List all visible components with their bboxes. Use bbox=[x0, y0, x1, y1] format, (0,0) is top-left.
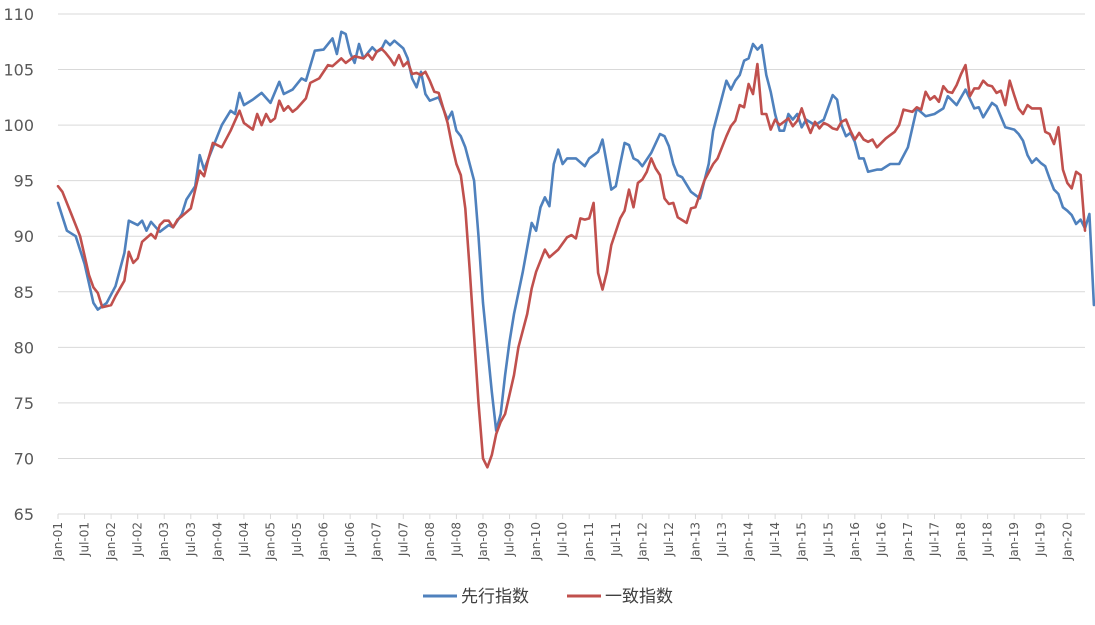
x-tick-label: Jan-02 bbox=[104, 522, 118, 561]
x-tick-label: Jul-14 bbox=[768, 522, 782, 557]
x-tick-label: Jul-12 bbox=[662, 522, 676, 557]
x-tick-label: Jan-03 bbox=[157, 522, 171, 561]
x-tick-label: Jul-01 bbox=[78, 522, 92, 557]
x-tick-label: Jul-11 bbox=[609, 522, 623, 557]
x-tick-label: Jul-02 bbox=[131, 522, 145, 557]
y-tick-label: 70 bbox=[14, 449, 34, 468]
y-tick-label: 75 bbox=[14, 394, 34, 413]
x-tick-label: Jul-05 bbox=[290, 522, 304, 557]
x-tick-label: Jul-18 bbox=[981, 522, 995, 557]
x-tick-label: Jan-10 bbox=[529, 522, 543, 561]
x-tick-label: Jan-11 bbox=[582, 522, 596, 561]
x-tick-label: Jan-07 bbox=[370, 522, 384, 561]
y-tick-label: 95 bbox=[14, 172, 34, 191]
y-tick-label: 65 bbox=[14, 505, 34, 524]
y-tick-label: 105 bbox=[3, 61, 34, 80]
x-tick-label: Jan-06 bbox=[317, 522, 331, 561]
x-tick-label: Jan-16 bbox=[848, 522, 862, 561]
x-tick-label: Jul-19 bbox=[1034, 522, 1048, 557]
x-tick-label: Jan-08 bbox=[423, 522, 437, 561]
x-tick-label: Jul-03 bbox=[184, 522, 198, 557]
x-tick-label: Jul-10 bbox=[556, 522, 570, 557]
x-tick-label: Jan-17 bbox=[901, 522, 915, 561]
gridlines bbox=[58, 13, 1085, 515]
x-tick-label: Jul-13 bbox=[715, 522, 729, 557]
x-tick-label: Jul-06 bbox=[343, 522, 357, 557]
x-tick-label: Jul-08 bbox=[449, 522, 463, 557]
x-tick-label: Jul-04 bbox=[237, 522, 251, 557]
x-tick-label: Jan-09 bbox=[476, 522, 490, 561]
x-tick-label: Jan-04 bbox=[210, 522, 224, 561]
x-tick-label: Jan-15 bbox=[795, 522, 809, 561]
x-tick-label: Jan-13 bbox=[688, 522, 702, 561]
x-axis: Jan-01 Jul-01 Jan-02 Jul-02 Jan-03 Jul-03 Jan-… bbox=[51, 514, 1074, 561]
x-tick-label: Jan-12 bbox=[635, 522, 649, 561]
legend-label: 先行指数 bbox=[461, 587, 529, 607]
series-line-coincident-index bbox=[56, 47, 1087, 469]
x-tick-label: Jan-14 bbox=[742, 522, 756, 561]
x-tick-label: Jul-16 bbox=[874, 522, 888, 557]
series-lines bbox=[56, 30, 1095, 469]
y-tick-label: 100 bbox=[3, 116, 34, 135]
series-line-leading-index bbox=[56, 30, 1095, 432]
y-axis: 65 70 75 80 85 90 95 100 105 110 bbox=[3, 5, 34, 524]
x-tick-label: Jan-05 bbox=[263, 522, 277, 561]
y-tick-label: 80 bbox=[14, 338, 34, 357]
x-tick-label: Jul-15 bbox=[821, 522, 835, 557]
y-tick-label: 110 bbox=[3, 5, 34, 24]
legend-label: 一致指数 bbox=[605, 587, 673, 607]
x-tick-label: Jul-09 bbox=[503, 522, 517, 557]
x-tick-label: Jul-07 bbox=[396, 522, 410, 557]
x-tick-label: Jan-20 bbox=[1060, 522, 1074, 561]
x-tick-label: Jul-17 bbox=[927, 522, 941, 557]
x-tick-label: Jan-18 bbox=[954, 522, 968, 561]
x-tick-label: Jan-01 bbox=[51, 522, 65, 561]
y-tick-label: 85 bbox=[14, 283, 34, 302]
x-tick-label: Jan-19 bbox=[1007, 522, 1021, 561]
legend: 先行指数 一致指数 bbox=[423, 587, 673, 607]
y-tick-label: 90 bbox=[14, 227, 34, 246]
